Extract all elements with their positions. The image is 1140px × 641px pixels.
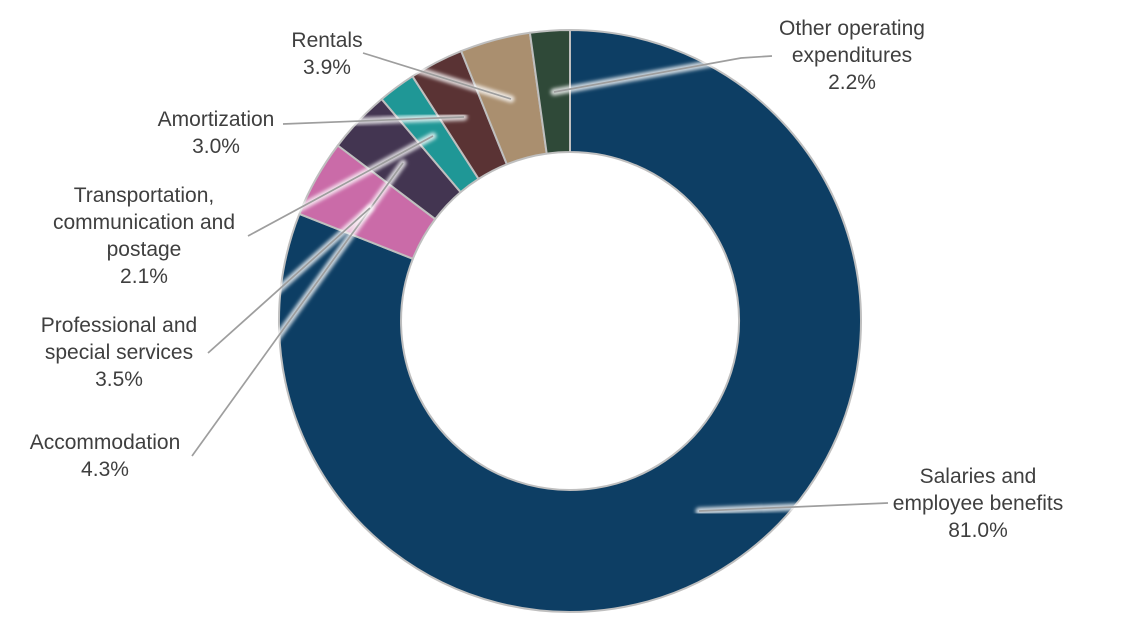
label-line: Transportation,: [73, 184, 215, 207]
label-line: Salaries and: [919, 465, 1037, 488]
label-line: Other operating: [779, 17, 925, 40]
label-line: Accommodation: [29, 431, 181, 454]
label-value: 4.3%: [81, 458, 129, 481]
label-value: 2.2%: [828, 71, 876, 94]
label-value: 81.0%: [948, 519, 1008, 542]
label-line: Amortization: [157, 108, 275, 131]
label-line: communication and: [52, 211, 236, 234]
label-transportation: Transportation, communication and postag…: [53, 182, 235, 290]
leader-line-professional: [207, 207, 371, 354]
label-salaries: Salaries and employee benefits 81.0%: [893, 463, 1063, 544]
label-line: employee benefits: [892, 492, 1064, 515]
leader-line-transportation: [247, 135, 434, 237]
label-amortization: Amortization 3.0%: [158, 106, 275, 160]
label-other-operating: Other operating expenditures 2.2%: [779, 15, 925, 96]
leader-lines: [188, 49, 892, 515]
leader-line-rentals: [362, 52, 512, 100]
label-line: Professional and: [40, 314, 198, 337]
label-accommodation: Accommodation 4.3%: [30, 429, 181, 483]
label-value: 3.5%: [95, 368, 143, 391]
label-professional: Professional and special services 3.5%: [41, 312, 197, 393]
leader-line-amortization: [282, 116, 465, 125]
label-line: special services: [44, 341, 194, 364]
label-value: 3.0%: [192, 135, 240, 158]
leader-line-other: [553, 55, 773, 93]
leader-line-salaries: [698, 502, 889, 512]
label-value: 2.1%: [120, 265, 168, 288]
label-line: postage: [106, 238, 182, 261]
label-line: expenditures: [791, 44, 913, 67]
slice-salaries: [277, 29, 862, 613]
label-rentals: Rentals 3.9%: [291, 27, 362, 81]
label-line: Rentals: [291, 29, 363, 52]
label-value: 3.9%: [303, 56, 351, 79]
slice-other: [528, 29, 571, 155]
